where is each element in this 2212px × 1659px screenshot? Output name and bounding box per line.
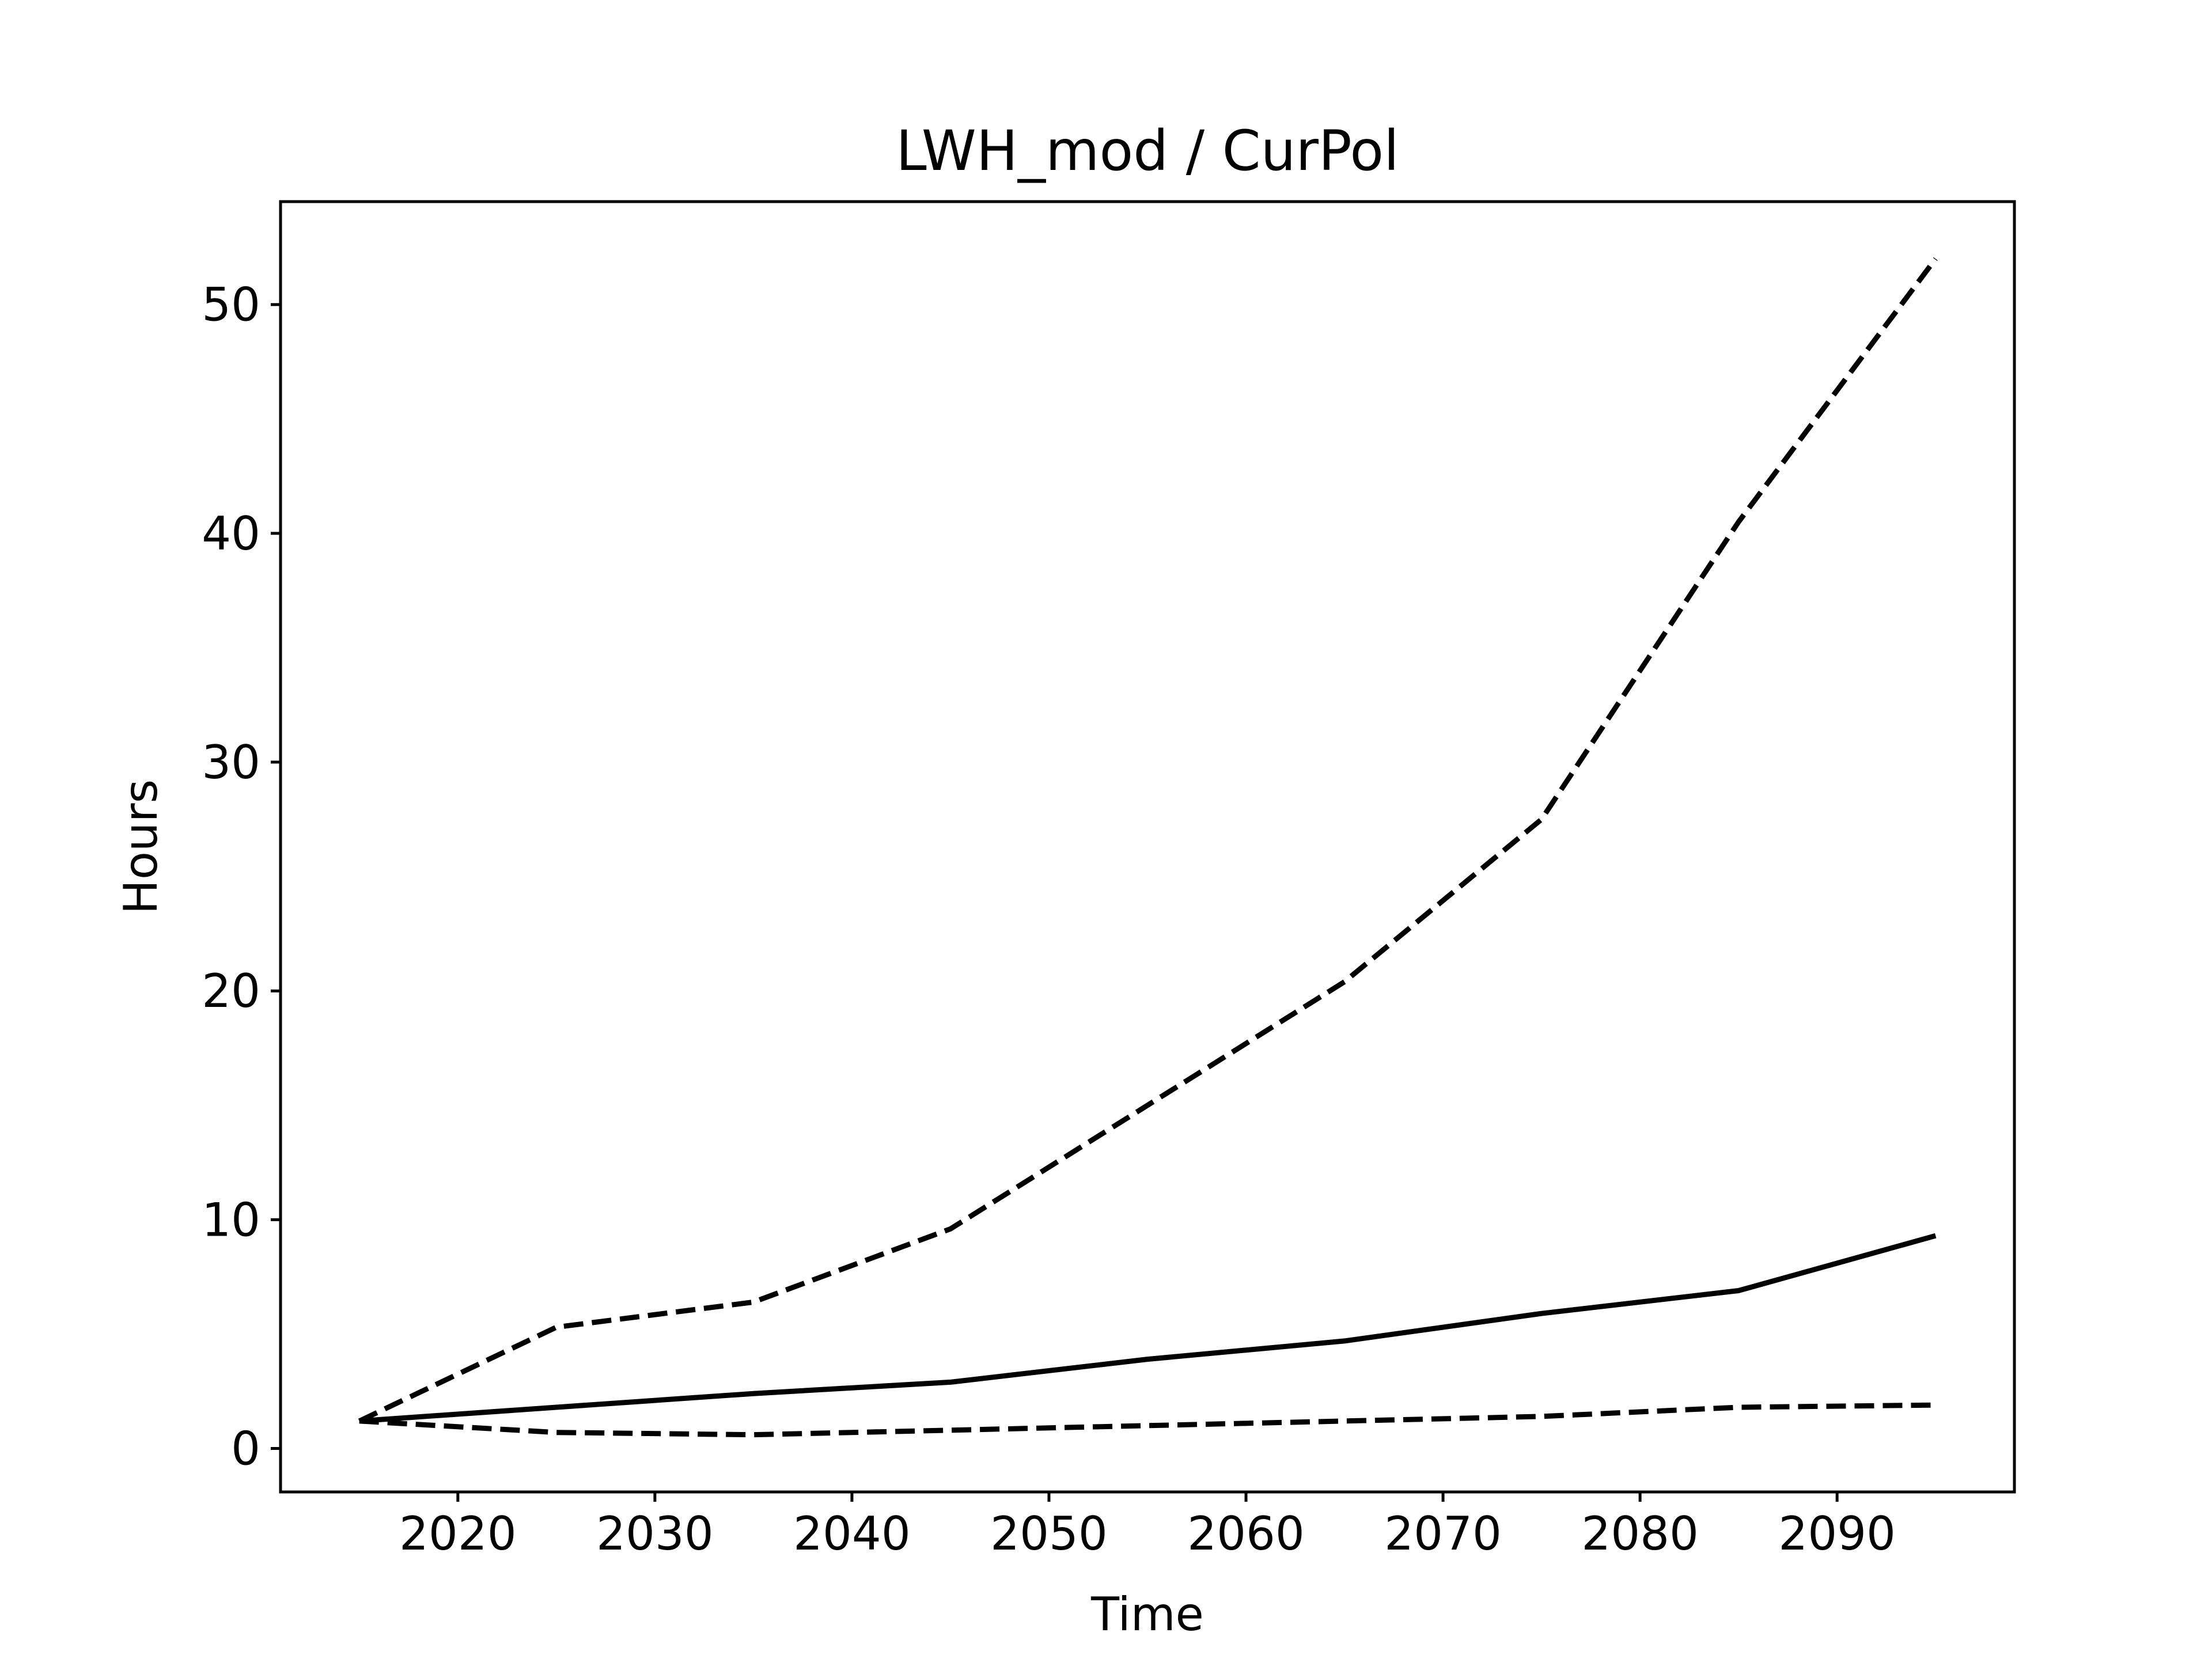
x-tick-label: 2090 xyxy=(1778,1507,1896,1560)
x-tick-label: 2050 xyxy=(990,1507,1108,1560)
x-tick-label: 2070 xyxy=(1384,1507,1502,1560)
x-axis-label: Time xyxy=(1090,1588,1204,1641)
x-tick-label: 2020 xyxy=(399,1507,517,1560)
chart-title: LWH_mod / CurPol xyxy=(896,119,1399,183)
x-tick-label: 2040 xyxy=(793,1507,911,1560)
y-tick-label: 30 xyxy=(202,736,260,789)
x-tick-label: 2060 xyxy=(1187,1507,1305,1560)
series-line-1 xyxy=(358,257,1938,1423)
y-tick-label: 20 xyxy=(202,964,260,1018)
y-axis-label: Hours xyxy=(114,779,168,914)
series-line-3 xyxy=(359,1402,1936,1438)
y-tick-label: 10 xyxy=(202,1193,260,1247)
series-line-2 xyxy=(359,1233,1937,1424)
y-tick-label: 50 xyxy=(202,278,260,332)
y-tick-label: 40 xyxy=(202,507,260,560)
x-axis: 2020 2030 2040 2050 2060 2070 2080 2090 xyxy=(399,1492,1896,1560)
plot-frame xyxy=(279,200,2016,1494)
x-tick-label: 2030 xyxy=(596,1507,714,1560)
y-tick-label: 0 xyxy=(231,1422,260,1476)
y-axis: 0 10 20 30 40 50 xyxy=(202,278,281,1476)
x-tick-label: 2080 xyxy=(1581,1507,1699,1560)
plot-area xyxy=(358,257,1938,1438)
